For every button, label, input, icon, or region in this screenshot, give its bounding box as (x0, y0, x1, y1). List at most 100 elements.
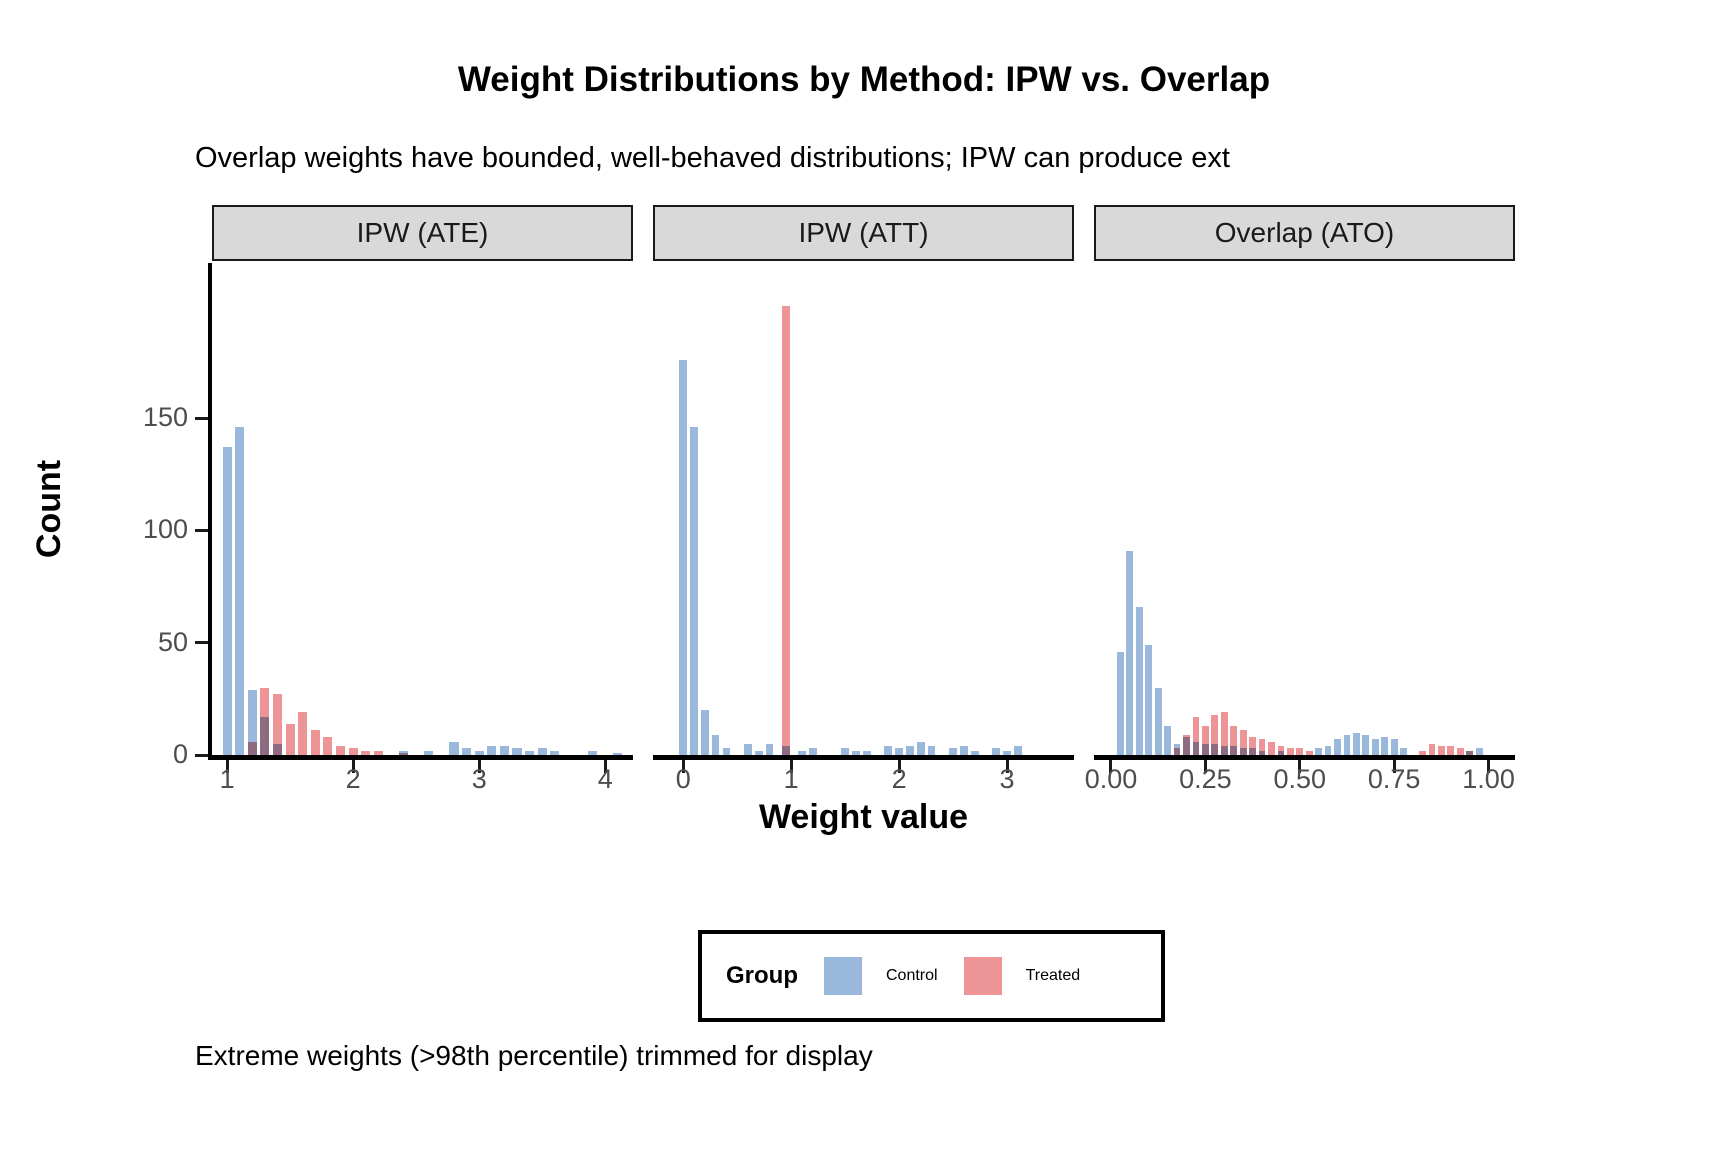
control-bar (1343, 734, 1351, 755)
control-bar (884, 746, 893, 755)
x-axis-title: Weight value (758, 798, 969, 836)
y-tick (195, 416, 208, 420)
treated-bar (1211, 714, 1219, 755)
x-tick-label: 3 (471, 764, 487, 794)
x-axis-line-panel1 (208, 755, 633, 760)
y-axis-line (208, 263, 212, 760)
y-tick (195, 753, 208, 757)
control-bar (487, 746, 497, 755)
treated-bar (298, 712, 308, 755)
control-bar (992, 748, 1001, 755)
treated-bar (1258, 739, 1266, 755)
control-bar (722, 748, 731, 755)
control-bar (949, 748, 957, 755)
control-bar (1135, 606, 1143, 755)
control-bar (512, 748, 522, 755)
treated-bar (361, 750, 371, 755)
control-bar (1126, 550, 1134, 755)
x-tick-label: 4 (597, 764, 613, 794)
legend-label-control: Control (886, 967, 938, 984)
plot-title: Weight Distributions by Method: IPW vs. … (457, 60, 1271, 99)
treated-bar (336, 746, 346, 755)
legend-label-treated: Treated (1025, 967, 1081, 984)
x-tick-label: 0.25 (1179, 764, 1232, 794)
treated-bar (781, 305, 790, 755)
control-bar (754, 750, 763, 755)
control-bar (613, 752, 623, 755)
control-bar (841, 748, 850, 755)
control-bar (222, 447, 232, 755)
control-bar (525, 750, 535, 755)
treated-bar (1447, 746, 1455, 755)
panel-overlap-ato (1094, 263, 1515, 755)
control-bar (744, 743, 752, 755)
facet-strip-ipw-att: IPW (ATT) (653, 205, 1074, 261)
x-tick (1005, 760, 1009, 773)
treated-bar (247, 741, 257, 755)
treated-bar (260, 687, 270, 755)
treated-bar (1268, 741, 1275, 755)
control-bar (247, 689, 257, 755)
treated-bar (1201, 725, 1209, 755)
x-tick (1109, 760, 1113, 773)
facet-strip-label: IPW (ATE) (356, 217, 489, 248)
treated-bar (1305, 750, 1313, 755)
x-tick (1203, 760, 1207, 773)
treated-bar (1286, 748, 1294, 755)
treated-bar (1456, 748, 1464, 755)
control-bar (906, 746, 914, 755)
x-tick-label: 0.75 (1367, 764, 1421, 794)
control-bar (798, 750, 806, 755)
treated-bar (323, 737, 333, 755)
control-bar (862, 750, 871, 755)
x-tick-label: 0.00 (1084, 764, 1138, 794)
facet-strip-ipw-ate: IPW (ATE) (212, 205, 633, 261)
control-bar (916, 741, 925, 755)
y-tick-label: 100 (142, 514, 188, 545)
control-bar (960, 746, 968, 755)
treated-bar (1249, 737, 1256, 755)
treated-bar (1419, 750, 1426, 755)
control-bar (588, 750, 598, 755)
treated-bar (1192, 716, 1200, 755)
control-bar (474, 750, 484, 755)
control-bar (1164, 725, 1171, 755)
control-bar (711, 734, 720, 755)
treated-bar (1183, 734, 1190, 755)
facet-strip-label: IPW (ATT) (798, 217, 929, 248)
y-tick-label: 0 (172, 739, 188, 769)
x-tick (1487, 760, 1491, 773)
x-tick (225, 760, 229, 773)
treated-bar (1220, 712, 1228, 755)
treated-bar (1428, 743, 1436, 755)
x-tick-label: 1 (219, 764, 235, 794)
x-tick (477, 760, 481, 773)
x-tick-label: 2 (891, 764, 907, 794)
x-axis-line-panel2 (653, 755, 1074, 760)
control-bar (765, 743, 774, 755)
treated-bar (273, 694, 283, 755)
control-bar (690, 427, 698, 755)
x-tick (603, 760, 607, 773)
x-tick-label: 1.00 (1462, 764, 1515, 794)
panel-ipw-att (653, 263, 1074, 755)
x-tick-label: 0.50 (1273, 764, 1327, 794)
x-tick-label: 0 (675, 764, 691, 794)
x-tick-label: 1 (783, 764, 799, 794)
control-bar (1324, 746, 1332, 755)
legend-title: Group (726, 962, 798, 989)
treated-bar (1437, 746, 1445, 755)
plot-caption: Extreme weights (>98th percentile) trimm… (195, 1040, 873, 1071)
control-bar (1390, 739, 1398, 755)
treated-bar (348, 748, 358, 755)
control-bar (970, 750, 979, 755)
control-bar (1362, 734, 1370, 755)
x-tick-label: 2 (345, 764, 361, 794)
facet-strip-label: Overlap (ATO) (1214, 217, 1395, 248)
control-bar (1315, 748, 1323, 755)
panel-ipw-ate (212, 263, 633, 755)
control-bar (1400, 748, 1407, 755)
y-tick-label: 50 (157, 626, 188, 657)
legend: Group Control Treated (698, 930, 1165, 1022)
